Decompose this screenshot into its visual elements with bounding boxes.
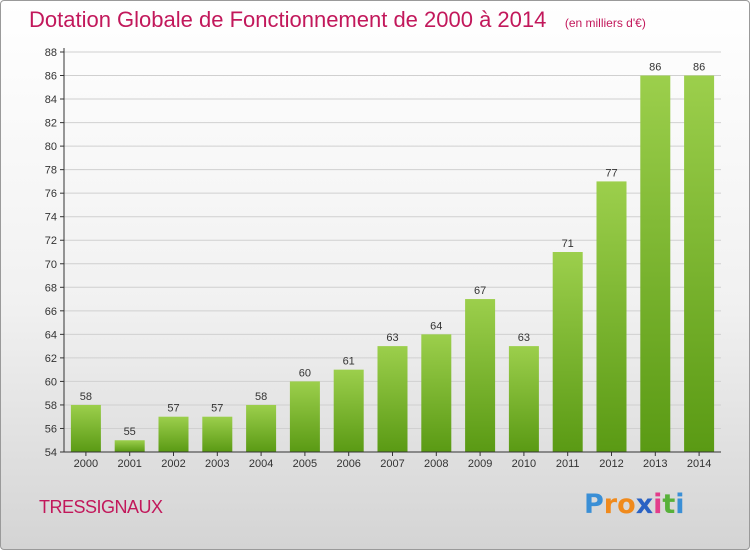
y-tick-label: 82	[45, 118, 57, 130]
x-tick-label: 2011	[556, 458, 580, 470]
x-tick-label: 2007	[380, 458, 404, 470]
x-tick-label: 2006	[336, 458, 360, 470]
bar	[114, 440, 145, 452]
x-tick-label: 2014	[687, 458, 711, 470]
bar	[158, 416, 189, 452]
x-tick-label: 2003	[205, 458, 229, 470]
bar-value-label: 63	[386, 332, 398, 344]
y-tick-label: 76	[45, 188, 57, 200]
bar-value-label: 86	[693, 62, 705, 74]
bars-layer: 58 55 57 57 58 60 61 63 64 67 63 71 77 86 86	[70, 62, 715, 453]
y-tick-label: 70	[45, 259, 57, 271]
y-tick-label: 64	[45, 329, 57, 341]
y-tick-label: 88	[45, 47, 57, 59]
y-tick-label: 68	[45, 282, 57, 294]
bar	[552, 252, 583, 452]
commune-name: TRESSIGNAUX	[39, 497, 163, 517]
bar	[202, 416, 233, 452]
logo-letter: o	[617, 489, 636, 520]
y-tick-label: 72	[45, 235, 57, 247]
title-row: Dotation Globale de Fonctionnement de 20…	[29, 7, 646, 33]
y-tick-label: 54	[45, 447, 57, 459]
y-tick-label: 84	[45, 94, 57, 106]
y-tick-label: 86	[45, 71, 57, 83]
bar-value-label: 67	[474, 285, 486, 297]
bar	[421, 334, 452, 452]
bar-value-label: 63	[518, 332, 530, 344]
bar-value-label: 55	[124, 426, 136, 438]
chart-title: Dotation Globale de Fonctionnement de 20…	[29, 7, 547, 32]
logo-letter: r	[603, 489, 618, 520]
bar-value-label: 86	[649, 62, 661, 74]
x-tick-label: 2002	[161, 458, 185, 470]
y-tick-label: 74	[45, 212, 57, 224]
x-tick-label: 2012	[599, 458, 623, 470]
bar	[465, 299, 496, 452]
x-tick-label: 2008	[424, 458, 448, 470]
y-tick-label: 80	[45, 141, 57, 153]
bar	[333, 369, 364, 452]
logo-letter: i	[675, 489, 685, 520]
bar-value-label: 77	[605, 167, 617, 179]
y-tick-label: 58	[45, 400, 57, 412]
bar-value-label: 58	[80, 391, 92, 403]
y-tick-label: 60	[45, 376, 57, 388]
y-tick-label: 78	[45, 165, 57, 177]
x-tick-label: 2009	[468, 458, 492, 470]
x-tick-label: 2013	[643, 458, 667, 470]
bar	[508, 346, 539, 452]
y-tick-label: 56	[45, 423, 57, 435]
logo-letter: x	[635, 489, 654, 520]
x-tick-label: 2010	[512, 458, 536, 470]
bar-value-label: 57	[167, 403, 179, 415]
bar-value-label: 61	[343, 356, 355, 368]
bar-value-label: 58	[255, 391, 267, 403]
bar-value-label: 64	[430, 320, 442, 332]
bar	[640, 75, 671, 452]
bar-value-label: 57	[211, 403, 223, 415]
chart-subtitle: (en milliers d'€)	[564, 16, 646, 30]
y-tick-label: 62	[45, 353, 57, 365]
logo-letter: i	[653, 489, 663, 520]
bar	[596, 181, 627, 453]
bar-value-label: 71	[562, 238, 574, 250]
y-tick-label: 66	[45, 306, 57, 318]
bar	[289, 381, 320, 452]
x-tick-label: 2005	[293, 458, 317, 470]
logo-letter: P	[584, 489, 604, 520]
bar	[377, 346, 408, 452]
bar-value-label: 60	[299, 367, 311, 379]
bar	[684, 75, 715, 452]
x-tick-label: 2004	[249, 458, 273, 470]
bar	[246, 404, 277, 452]
x-tick-label: 2001	[117, 458, 141, 470]
bar	[70, 404, 101, 452]
proxiti-logo[interactable]: Proxiti	[584, 489, 685, 520]
x-tick-label: 2000	[74, 458, 98, 470]
axis-layer: 54 56 58 60 62 64 66 68 70 72 74 76 78 80 82 84 86 88 2000…	[45, 47, 721, 470]
logo-letter: t	[662, 489, 676, 520]
